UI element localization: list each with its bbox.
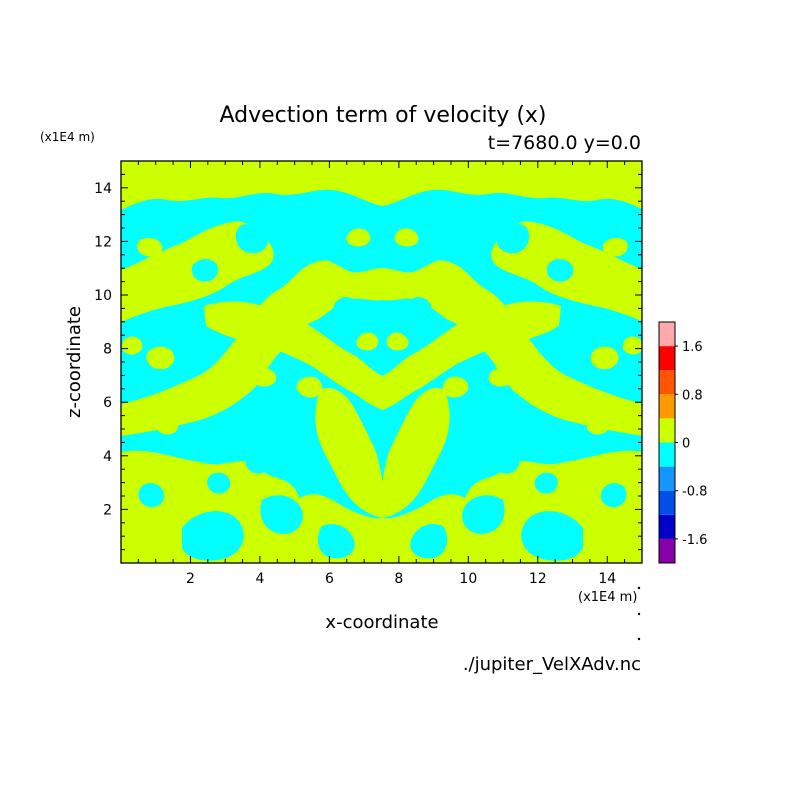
marker-dot — [637, 612, 641, 616]
contour-region — [315, 387, 383, 518]
colorbar-segment — [659, 418, 675, 443]
x-tick-label: 8 — [394, 571, 403, 587]
heatmap-field — [121, 161, 642, 563]
colorbar-segment — [659, 490, 675, 515]
colorbar-segment — [659, 394, 675, 419]
contour-region — [341, 362, 364, 381]
contour-region — [138, 483, 165, 508]
x-axis: 2 4 6 8 10 12 14 — [137, 161, 626, 587]
colorbar-tick-label: 0.8 — [682, 388, 703, 403]
heatmap-left-half — [121, 161, 383, 563]
contour-region — [146, 346, 175, 370]
y-axis-label: z-coordinate — [64, 306, 85, 418]
contour-region — [137, 238, 163, 257]
y-tick-label: 10 — [94, 288, 112, 304]
contour-region — [296, 376, 323, 398]
y-axis: 2 4 6 8 10 12 14 — [94, 173, 642, 551]
colorbar-segment — [659, 346, 675, 371]
contour-region — [207, 472, 231, 494]
contour-region — [191, 259, 218, 282]
contour-region — [182, 511, 244, 561]
colorbar-segment — [659, 514, 675, 539]
colorbar-tick-label: -1.6 — [682, 533, 707, 548]
contour-region — [121, 161, 383, 210]
x-tick-label: 14 — [598, 571, 616, 587]
contour-region — [356, 332, 379, 351]
axis-marker-dots — [637, 586, 641, 641]
chart-title: Advection term of velocity (x) — [219, 103, 546, 128]
y-tick-label: 12 — [94, 234, 112, 250]
contour-region — [260, 495, 303, 534]
contour-region — [235, 223, 269, 254]
x-tick-label: 10 — [459, 571, 477, 587]
colorbar: 1.6 0.8 0 -0.8 -1.6 — [658, 321, 707, 564]
contour-region — [121, 336, 143, 355]
contour-region — [294, 229, 326, 258]
contour-region — [346, 228, 371, 247]
x-tick-label: 4 — [255, 571, 264, 587]
chart-subtitle: t=7680.0 y=0.0 — [488, 132, 641, 154]
contour-region — [204, 301, 383, 410]
contour-region — [317, 523, 355, 559]
x-tick-label: 12 — [529, 571, 547, 587]
y-unit-label: (x1E4 m) — [40, 130, 95, 144]
y-tick-label: 4 — [103, 449, 112, 465]
contour-region — [252, 368, 277, 387]
contour-region — [245, 451, 270, 474]
x-tick-label: 6 — [325, 571, 334, 587]
contour-region — [121, 260, 383, 436]
colorbar-tick-label: 1.6 — [682, 340, 703, 355]
x-axis-label: x-coordinate — [325, 612, 438, 633]
colorbar-tick-label: 0 — [682, 437, 690, 452]
x-tick-label: 2 — [186, 571, 195, 587]
y-tick-label: 14 — [94, 181, 112, 197]
contour-region — [156, 416, 179, 435]
colorbar-segment — [659, 442, 675, 467]
x-unit-label: (x1E4 m) — [578, 590, 637, 605]
contour-region — [326, 426, 349, 445]
contour-region — [285, 417, 310, 440]
marker-dot — [637, 637, 641, 641]
colorbar-tick-label: -0.8 — [682, 485, 707, 500]
source-file-label: ./jupiter_VelXAdv.nc — [463, 654, 641, 675]
colorbar-segment — [659, 370, 675, 395]
y-tick-label: 8 — [103, 342, 112, 358]
colorbar-segment — [659, 322, 675, 347]
colorbar-segment — [659, 538, 675, 563]
y-tick-label: 6 — [103, 395, 112, 411]
marker-dot — [637, 586, 641, 590]
contour-region — [333, 297, 358, 320]
colorbar-segment — [659, 466, 675, 491]
y-tick-label: 2 — [103, 502, 112, 518]
